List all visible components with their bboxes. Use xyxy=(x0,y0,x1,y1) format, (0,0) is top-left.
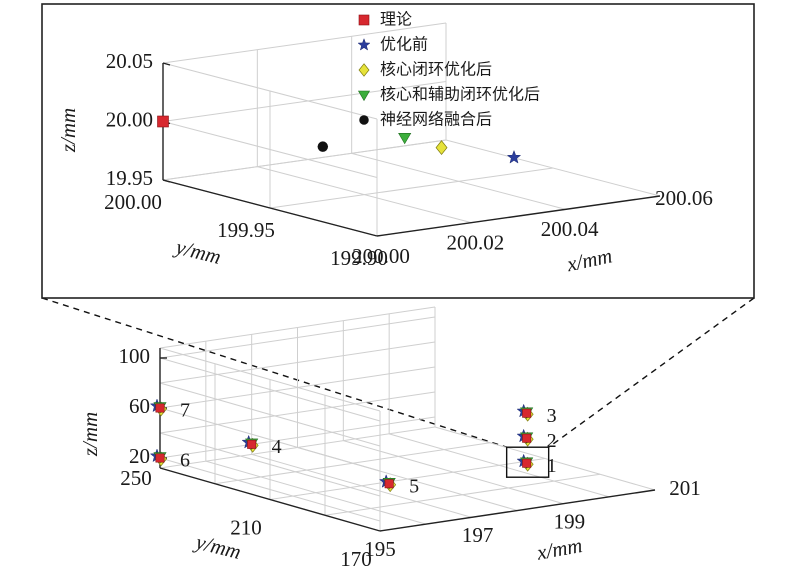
legend-marker-square xyxy=(359,15,369,25)
legend-label: 神经网络融合后 xyxy=(380,110,492,129)
inset-z-tick-label: 20.00 xyxy=(106,107,153,131)
main-point-label: 1 xyxy=(547,455,557,477)
main-z-tick-label: 20 xyxy=(129,444,150,468)
main-marker-square xyxy=(522,409,530,417)
main-point-label: 6 xyxy=(180,450,190,472)
legend-label: 核心和辅助闭环优化后 xyxy=(380,85,540,104)
inset-z-axis-label: z/mm xyxy=(56,108,80,153)
main-marker-square xyxy=(247,440,255,448)
main-marker-square xyxy=(385,480,393,488)
main-grid xyxy=(160,307,655,531)
legend-label: 优化前 xyxy=(380,35,428,54)
legend-marker-circle xyxy=(359,115,369,125)
main-x-tick-label: 195 xyxy=(364,537,396,561)
inset-x-tick-label: 200.04 xyxy=(541,217,599,241)
main-x-tick-label: 199 xyxy=(554,509,586,533)
main-x-tick-label: 197 xyxy=(462,523,494,547)
main-point-label: 7 xyxy=(180,400,190,422)
main-point-6 xyxy=(150,449,166,466)
main-point-label: 3 xyxy=(547,405,557,427)
inset-x-tick-label: 200.00 xyxy=(352,244,410,268)
main-z-tick-label: 60 xyxy=(129,394,150,418)
inset-point-circle xyxy=(318,141,328,151)
main-y-tick-label: 250 xyxy=(120,466,152,490)
main-x-axis xyxy=(380,490,655,531)
zoom-connector-right xyxy=(549,298,754,447)
main-point-2 xyxy=(517,429,533,446)
inset-y-tick-label: 199.95 xyxy=(217,218,275,242)
main-z-tick-label: 100 xyxy=(119,344,151,368)
main-marker-square xyxy=(156,454,164,462)
main-marker-square xyxy=(522,459,530,467)
inset-z-tick-label: 19.95 xyxy=(106,166,153,190)
legend-label: 理论 xyxy=(380,10,412,29)
main-marker-square xyxy=(522,434,530,442)
zoom-connector-left xyxy=(42,298,507,447)
main-grid-line xyxy=(215,443,490,484)
inset-x-tick-label: 200.06 xyxy=(655,186,713,210)
main-marker-square xyxy=(156,404,164,412)
inset-point-square xyxy=(158,116,169,127)
main-x-tick-label: 201 xyxy=(669,476,701,500)
legend-label: 核心闭环优化后 xyxy=(380,60,492,79)
inset-chart: 20.0520.0019.95200.00199.95199.90200.002… xyxy=(42,4,754,298)
main-x-axis-label: x/mm xyxy=(534,533,584,565)
main-point-3 xyxy=(517,404,533,421)
inset-y-tick-label: 200.00 xyxy=(104,190,162,214)
main-point-4 xyxy=(242,435,258,452)
main-point-7 xyxy=(150,399,166,416)
inset-x-tick-label: 200.02 xyxy=(446,230,504,254)
main-y-tick-label: 210 xyxy=(230,515,262,539)
main-point-label: 5 xyxy=(409,475,419,497)
inset-z-tick-label: 20.05 xyxy=(106,49,153,73)
main-point-label: 2 xyxy=(547,430,557,452)
main-point-label: 4 xyxy=(272,436,282,458)
main-z-axis-label: z/mm xyxy=(78,412,102,457)
main-grid-line xyxy=(270,459,545,500)
